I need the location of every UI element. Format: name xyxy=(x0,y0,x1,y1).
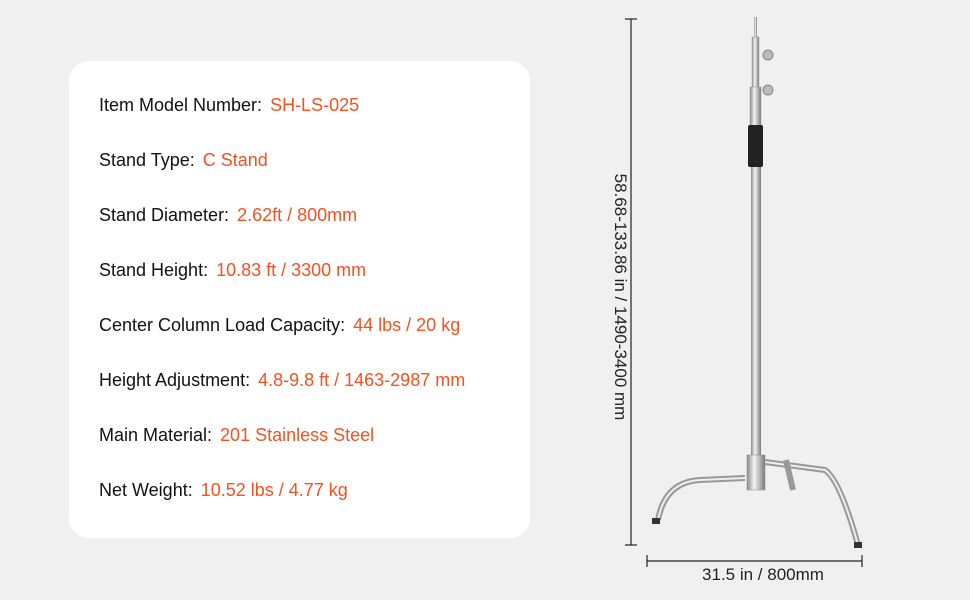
spec-value: 2.62ft / 800mm xyxy=(237,205,358,225)
height-dimension-line xyxy=(625,18,637,546)
spec-label: Item Model Number: xyxy=(99,95,263,115)
spec-value: 44 lbs / 20 kg xyxy=(353,315,461,335)
spec-label: Height Adjustment: xyxy=(99,370,251,390)
spec-value: C Stand xyxy=(202,150,268,170)
spec-value: SH-LS-025 xyxy=(270,95,360,115)
spec-value: 201 Stainless Steel xyxy=(220,425,375,445)
spec-value: 10.52 lbs / 4.77 kg xyxy=(200,480,348,500)
spec-value: 10.83 ft / 3300 mm xyxy=(216,260,367,280)
spec-row-height: Stand Height: 10.83 ft / 3300 mm xyxy=(99,259,366,281)
spec-label: Stand Type: xyxy=(99,150,195,170)
width-dimension-line xyxy=(646,555,863,567)
spec-card: Item Model Number: SH-LS-025 Stand Type: C… xyxy=(69,61,530,538)
spec-row-load: Center Column Load Capacity: 44 lbs / 20 … xyxy=(99,314,460,336)
spec-row-type: Stand Type: C Stand xyxy=(99,149,268,171)
spec-row-diameter: Stand Diameter: 2.62ft / 800mm xyxy=(99,204,357,226)
width-dimension-label: 31.5 in / 800mm xyxy=(702,565,824,584)
spec-label: Stand Diameter: xyxy=(99,205,230,225)
spec-label: Stand Height: xyxy=(99,260,209,280)
spec-label: Net Weight: xyxy=(99,480,193,500)
spec-label: Main Material: xyxy=(99,425,213,445)
spec-row-adjustment: Height Adjustment: 4.8-9.8 ft / 1463-2987… xyxy=(99,369,465,391)
spec-row-weight: Net Weight: 10.52 lbs / 4.77 kg xyxy=(99,479,348,501)
spec-label: Center Column Load Capacity: xyxy=(99,315,346,335)
spec-row-material: Main Material: 201 Stainless Steel xyxy=(99,424,374,446)
spec-value: 4.8-9.8 ft / 1463-2987 mm xyxy=(258,370,466,390)
stand-body xyxy=(652,17,862,548)
height-dimension-label: 58.68-133.86 in / 1490-3400 mm xyxy=(611,173,630,421)
spec-row-model: Item Model Number: SH-LS-025 xyxy=(99,94,359,116)
